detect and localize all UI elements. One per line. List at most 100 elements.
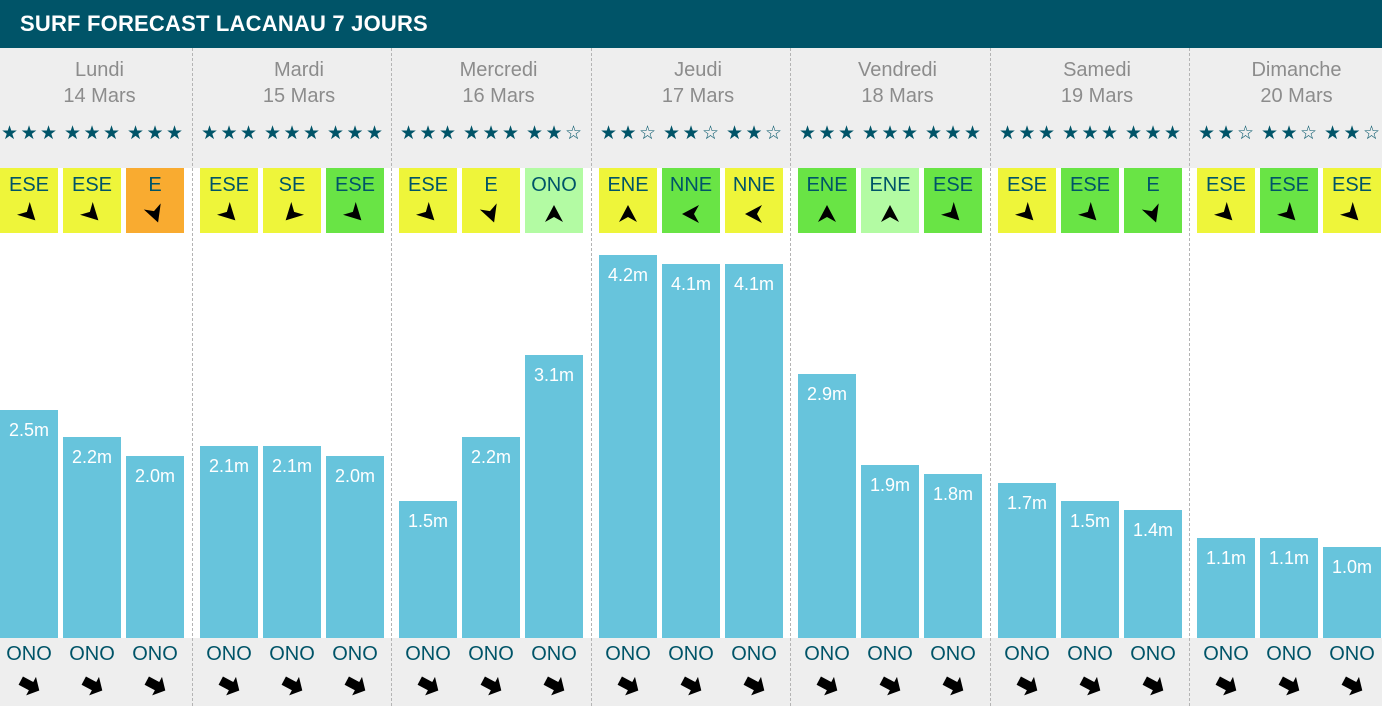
swell-direction-label: ONO: [1203, 643, 1249, 665]
wave-height-label: 2.2m: [71, 447, 113, 467]
wind-direction-label: ESE: [1331, 174, 1373, 196]
star-filled-icon: ★: [419, 123, 437, 144]
wind-direction-arrow-icon: [1213, 201, 1233, 221]
wave-height-label: 1.8m: [932, 484, 974, 504]
wind-direction-arrow-icon: [940, 201, 960, 221]
wind-box: ESE: [1197, 168, 1255, 233]
swell-arrow-holder: [1013, 671, 1041, 699]
wind-arrow-holder: [815, 202, 839, 226]
wave-height-bar: [662, 264, 720, 638]
wind-direction-label: ESE: [1205, 174, 1247, 196]
swell-direction-arrow-icon: [743, 676, 765, 696]
wind-direction-arrow-icon: [545, 205, 563, 222]
wave-height-label: 1.5m: [1069, 511, 1111, 531]
wind-arrow-holder: [415, 201, 440, 226]
swell-arrow-holder: [341, 671, 369, 699]
wind-box: ESE: [998, 168, 1056, 233]
wind-direction-arrow-icon: [79, 201, 99, 221]
wind-arrow-holder: [216, 201, 241, 226]
swell-direction-label: ONO: [1004, 643, 1050, 665]
swell-arrow-holder: [141, 671, 169, 699]
star-filled-icon: ★: [1101, 123, 1119, 144]
star-filled-icon: ★: [600, 123, 618, 144]
wave-height-label: 2.0m: [334, 466, 376, 486]
wind-box: ONO: [525, 168, 583, 233]
swell-direction-arrow-icon: [218, 676, 240, 696]
star-filled-icon: ★: [463, 123, 481, 144]
swell-direction-label: ONO: [269, 643, 315, 665]
swell-direction-arrow-icon: [144, 676, 166, 696]
wind-box: ESE: [1260, 168, 1318, 233]
star-filled-icon: ★: [964, 123, 982, 144]
wave-height-label: 1.5m: [407, 511, 449, 531]
day-date: 20 Mars: [1260, 85, 1333, 107]
swell-arrow-holder: [876, 671, 904, 699]
swell-direction-label: ONO: [1067, 643, 1113, 665]
swell-direction-arrow-icon: [879, 676, 901, 696]
swell-direction-arrow-icon: [18, 676, 40, 696]
wave-height-label: 1.9m: [869, 475, 911, 495]
wind-direction-label: ESE: [1268, 174, 1310, 196]
star-filled-icon: ★: [862, 123, 880, 144]
star-outline-icon: ☆: [1300, 123, 1318, 144]
day-date: 18 Mars: [861, 85, 934, 107]
swell-direction-arrow-icon: [816, 676, 838, 696]
wind-direction-arrow-icon: [818, 205, 836, 222]
swell-arrow-holder: [677, 671, 705, 699]
wind-arrow-holder: [1213, 201, 1238, 226]
wave-height-label: 1.7m: [1006, 493, 1048, 513]
star-filled-icon: ★: [127, 123, 145, 144]
wind-direction-label: SE: [278, 174, 306, 196]
wave-height-label: 2.5m: [8, 420, 50, 440]
star-filled-icon: ★: [303, 123, 321, 144]
wind-box: E: [126, 168, 184, 233]
wave-height-bar: [1197, 538, 1255, 638]
wind-arrow-holder: [143, 202, 167, 226]
wind-direction-label: ONO: [531, 174, 577, 196]
wind-arrow-holder: [16, 201, 41, 226]
star-filled-icon: ★: [663, 123, 681, 144]
wind-direction-label: E: [1146, 174, 1160, 196]
wind-box: E: [462, 168, 520, 233]
swell-direction-arrow-icon: [680, 676, 702, 696]
star-filled-icon: ★: [619, 123, 637, 144]
wind-arrow-holder: [342, 201, 367, 226]
wind-direction-arrow-icon: [881, 205, 899, 222]
swell-direction-label: ONO: [731, 643, 777, 665]
wave-height-bar: [462, 437, 520, 638]
wind-direction-arrow-icon: [342, 201, 362, 221]
wave-height-bar: [1323, 547, 1381, 638]
page-title: SURF FORECAST LACANAU 7 JOURS: [20, 11, 428, 36]
wind-direction-arrow-icon: [745, 205, 762, 223]
wave-height-bar: [725, 264, 783, 638]
star-filled-icon: ★: [944, 123, 962, 144]
wind-direction-label: ESE: [8, 174, 50, 196]
wind-direction-label: ESE: [208, 174, 250, 196]
day-divider: [391, 48, 392, 706]
wind-box: ESE: [0, 168, 58, 233]
wind-direction-arrow-icon: [1077, 201, 1097, 221]
star-filled-icon: ★: [1081, 123, 1099, 144]
star-filled-icon: ★: [264, 123, 282, 144]
wind-direction-arrow-icon: [1339, 201, 1359, 221]
wind-box: ENE: [798, 168, 856, 233]
wave-height-label: 2.9m: [806, 384, 848, 404]
swell-direction-arrow-icon: [1079, 676, 1101, 696]
swell-direction-label: ONO: [930, 643, 976, 665]
star-filled-icon: ★: [1280, 123, 1298, 144]
star-filled-icon: ★: [1324, 123, 1342, 144]
star-filled-icon: ★: [545, 123, 563, 144]
star-filled-icon: ★: [502, 123, 520, 144]
swell-arrow-holder: [1212, 671, 1240, 699]
wind-direction-label: ESE: [1069, 174, 1111, 196]
wave-height-bar: [924, 474, 982, 638]
wind-box: ENE: [599, 168, 657, 233]
wave-height-label: 2.2m: [470, 447, 512, 467]
swell-direction-arrow-icon: [417, 676, 439, 696]
wind-arrow-holder: [940, 201, 965, 226]
star-outline-icon: ☆: [639, 123, 657, 144]
wave-height-bar: [326, 456, 384, 638]
star-outline-icon: ☆: [1363, 123, 1381, 144]
wind-direction-label: ESE: [71, 174, 113, 196]
wave-height-label: 2.0m: [134, 466, 176, 486]
